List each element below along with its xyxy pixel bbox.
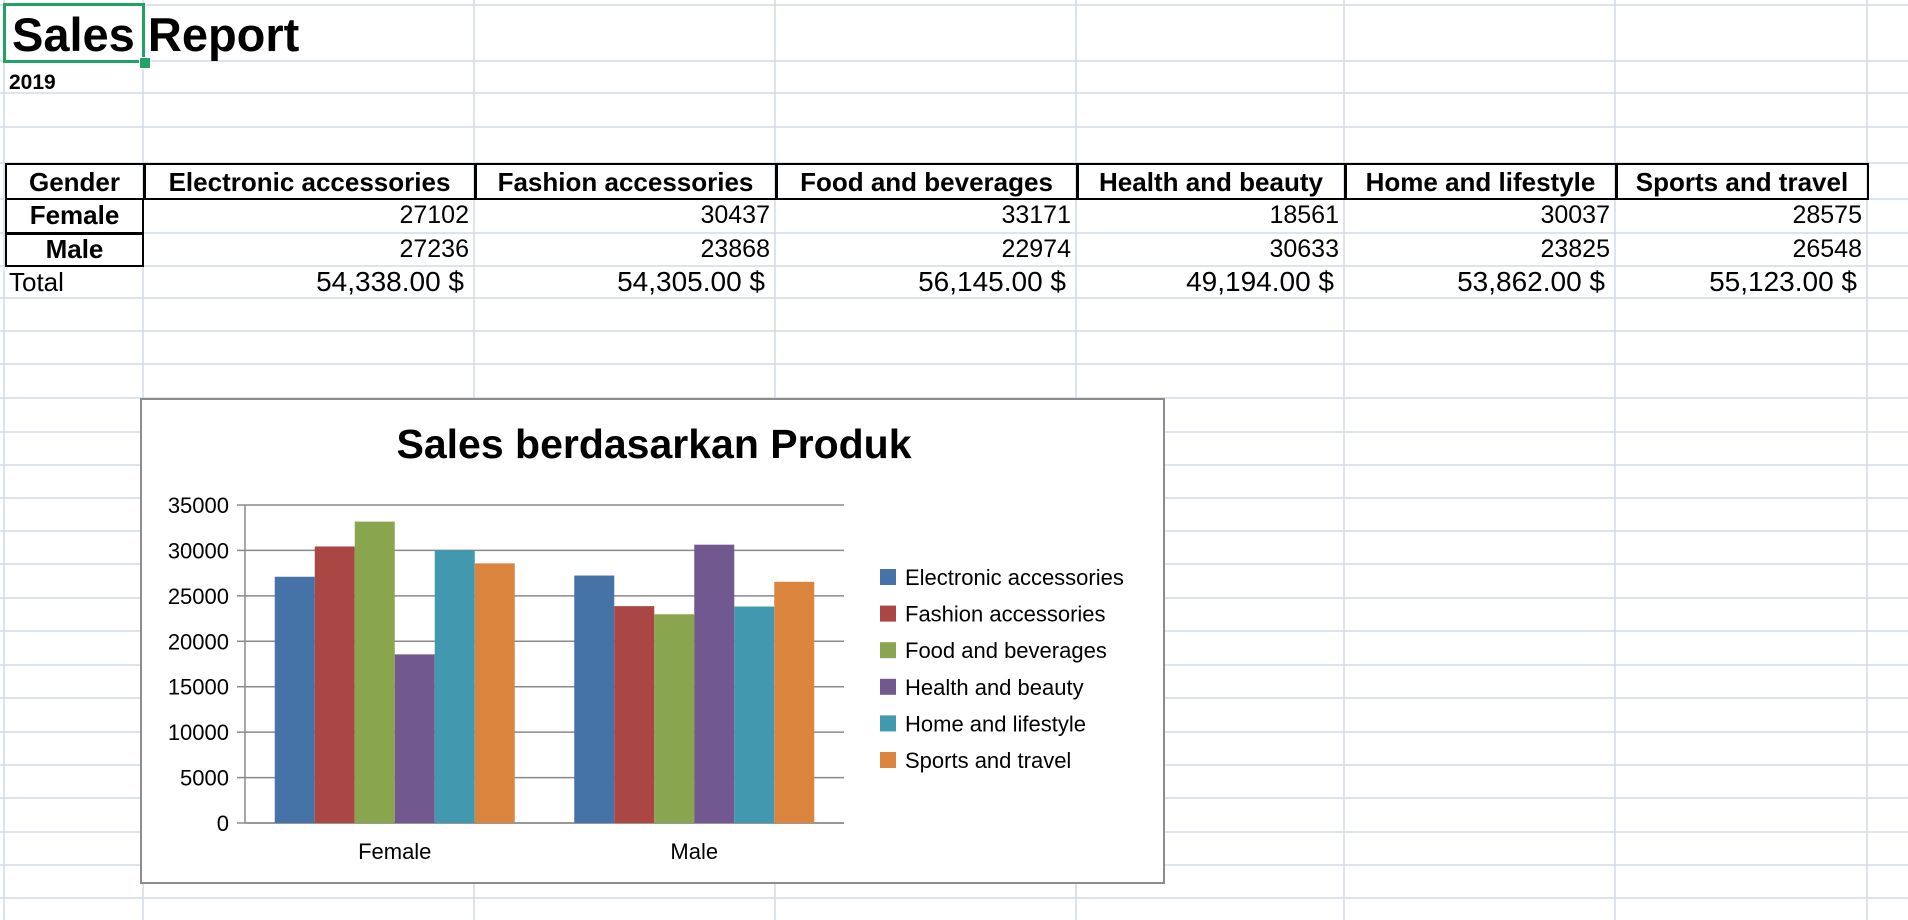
chart-bar[interactable]	[314, 546, 355, 823]
data-cell[interactable]: 26548	[1792, 235, 1862, 263]
chart-y-tick-label: 5000	[180, 766, 229, 791]
data-cell[interactable]: 30037	[1540, 201, 1610, 229]
legend-swatch	[880, 752, 896, 768]
legend-label: Sports and travel	[905, 748, 1071, 773]
legend-label: Food and beverages	[905, 638, 1107, 663]
data-cell[interactable]: 23868	[700, 235, 770, 263]
legend-swatch	[880, 642, 896, 659]
legend-label: Electronic accessories	[905, 565, 1124, 590]
total-cell[interactable]: 56,145.00 $	[918, 266, 1066, 297]
chart-y-tick-label: 20000	[168, 629, 229, 654]
chart-bar[interactable]	[694, 544, 735, 823]
header-cell-border	[1616, 163, 1869, 200]
total-cell[interactable]: 54,338.00 $	[316, 266, 464, 297]
chart-x-tick-label: Male	[670, 839, 718, 864]
header-cell[interactable]: Fashion accessories	[497, 167, 754, 197]
data-cell[interactable]: 30437	[700, 201, 770, 229]
header-cell[interactable]: Gender	[28, 167, 121, 197]
chart-y-tick-label: 25000	[168, 584, 229, 609]
chart-bar[interactable]	[654, 614, 695, 823]
header-cell[interactable]: Home and lifestyle	[1365, 167, 1596, 197]
legend-label: Health and beauty	[905, 675, 1084, 700]
legend-label: Fashion accessories	[905, 602, 1106, 627]
chart-y-tick-label: 10000	[168, 720, 229, 745]
chart-y-tick-label: 30000	[168, 538, 229, 563]
data-cell[interactable]: 22974	[1001, 235, 1071, 263]
active-cell-selection	[3, 3, 145, 63]
total-cell[interactable]: 55,123.00 $	[1709, 266, 1857, 297]
legend-swatch	[880, 715, 896, 732]
data-cell[interactable]: 30633	[1269, 235, 1339, 263]
row-label[interactable]: Male	[45, 234, 104, 264]
sheet-title[interactable]: Sales Report	[12, 11, 299, 58]
chart-bar[interactable]	[614, 606, 655, 823]
chart-bar[interactable]	[474, 563, 515, 823]
header-cell[interactable]: Health and beauty	[1099, 167, 1323, 197]
chart-bar[interactable]	[574, 575, 615, 823]
data-cell[interactable]: 28575	[1792, 201, 1862, 229]
sheet-year[interactable]: 2019	[9, 71, 56, 94]
row-label[interactable]: Female	[29, 200, 120, 230]
total-cell[interactable]: 53,862.00 $	[1457, 266, 1605, 297]
total-cell[interactable]: 54,305.00 $	[617, 266, 765, 297]
data-cell[interactable]: 23825	[1540, 235, 1610, 263]
data-cell[interactable]: 27236	[399, 235, 469, 263]
chart-canvas: Sales berdasarkan Produk 0 5000 10000 15000 2…	[168, 421, 1124, 864]
chart-bar[interactable]	[274, 576, 315, 823]
sales-chart[interactable]: Sales berdasarkan Produk 0 5000 10000 15000 2…	[140, 398, 1165, 884]
header-cell[interactable]: Sports and travel	[1635, 167, 1849, 197]
total-cell[interactable]: 49,194.00 $	[1186, 266, 1334, 297]
chart-y-tick-label: 35000	[168, 493, 229, 518]
data-cell[interactable]: 33171	[1001, 201, 1071, 229]
chart-y-tick-label: 0	[217, 811, 229, 836]
legend-swatch	[880, 678, 896, 695]
chart-bar[interactable]	[394, 654, 435, 823]
chart-bar[interactable]	[734, 606, 775, 823]
row-label-border	[5, 233, 144, 267]
chart-bar[interactable]	[354, 521, 395, 823]
header-cell[interactable]: Food and beverages	[800, 167, 1053, 197]
data-cell[interactable]: 27102	[399, 201, 469, 229]
legend-swatch	[880, 569, 896, 585]
sheet-title-part1: Sales	[12, 8, 135, 61]
legend-swatch	[880, 605, 896, 622]
chart-title: Sales berdasarkan Produk	[396, 421, 911, 467]
chart-bar[interactable]	[774, 581, 815, 823]
sheet-title-part2: Report	[147, 8, 300, 61]
fill-handle[interactable]	[139, 57, 151, 69]
data-cell[interactable]: 18561	[1269, 201, 1339, 229]
chart-x-tick-label: Female	[358, 839, 431, 864]
header-cell[interactable]: Electronic accessories	[168, 167, 451, 197]
total-label[interactable]: Total	[9, 267, 64, 297]
chart-bar[interactable]	[434, 550, 475, 823]
chart-y-tick-label: 15000	[168, 675, 229, 700]
legend-label: Home and lifestyle	[905, 711, 1086, 736]
